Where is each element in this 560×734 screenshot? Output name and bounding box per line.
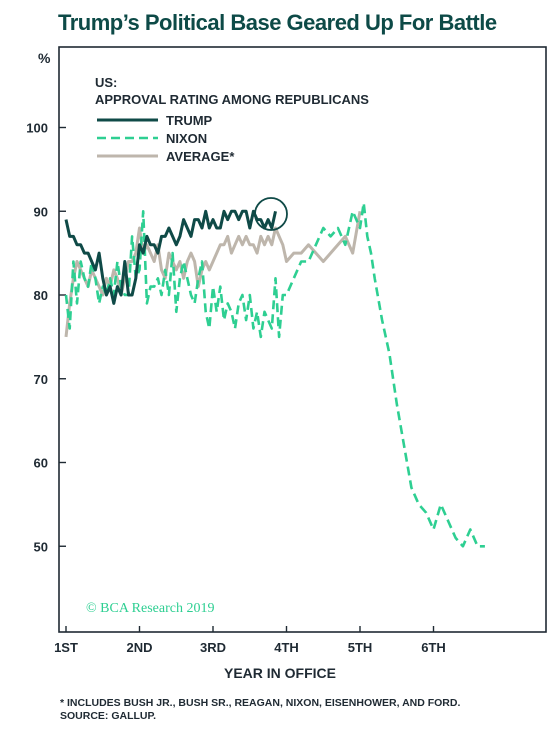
legend: TRUMP NIXON AVERAGE* bbox=[97, 113, 235, 164]
plot-title: US: bbox=[95, 75, 117, 90]
x-tick-label: 2ND bbox=[126, 640, 152, 655]
x-axis-label: YEAR IN OFFICE bbox=[224, 665, 336, 681]
annotation-circle bbox=[254, 197, 288, 231]
y-tick-label: 80 bbox=[34, 288, 48, 303]
series-line-trump bbox=[64, 209, 277, 305]
x-tick-label: 3RD bbox=[200, 640, 226, 655]
footnote-block: * INCLUDES BUSH JR., BUSH SR., REAGAN, N… bbox=[60, 697, 550, 723]
source-text: SOURCE: GALLUP. bbox=[60, 710, 157, 722]
legend-label: TRUMP bbox=[166, 113, 213, 128]
y-ticks: 50 60 70 80 90 100 bbox=[26, 121, 66, 554]
legend-label: AVERAGE* bbox=[166, 149, 235, 164]
credit-text: © BCA Research 2019 bbox=[86, 601, 214, 616]
y-axis-label: % bbox=[38, 50, 51, 66]
chart-title: Trump’s Political Base Geared Up For Bat… bbox=[58, 10, 497, 35]
y-tick-label: 100 bbox=[26, 121, 48, 136]
x-tick-label: 1ST bbox=[54, 640, 78, 655]
x-tick-label: 6TH bbox=[421, 640, 446, 655]
x-tick-label: 5TH bbox=[348, 640, 373, 655]
plot-subtitle: APPROVAL RATING AMONG REPUBLICANS bbox=[95, 92, 369, 107]
y-tick-label: 90 bbox=[34, 204, 48, 219]
footnote-text: * INCLUDES BUSH JR., BUSH SR., REAGAN, N… bbox=[60, 697, 461, 709]
series-line-nixon bbox=[64, 201, 485, 548]
plot-frame bbox=[58, 46, 547, 633]
x-ticks: 1ST 2ND 3RD 4TH 5TH 6TH bbox=[54, 626, 446, 655]
x-tick-label: 4TH bbox=[274, 640, 299, 655]
series-line-average bbox=[64, 211, 362, 338]
y-tick-label: 50 bbox=[34, 539, 48, 554]
series-lines bbox=[64, 201, 485, 548]
y-tick-label: 70 bbox=[34, 372, 48, 387]
y-tick-label: 60 bbox=[34, 456, 48, 471]
legend-label: NIXON bbox=[166, 131, 207, 146]
